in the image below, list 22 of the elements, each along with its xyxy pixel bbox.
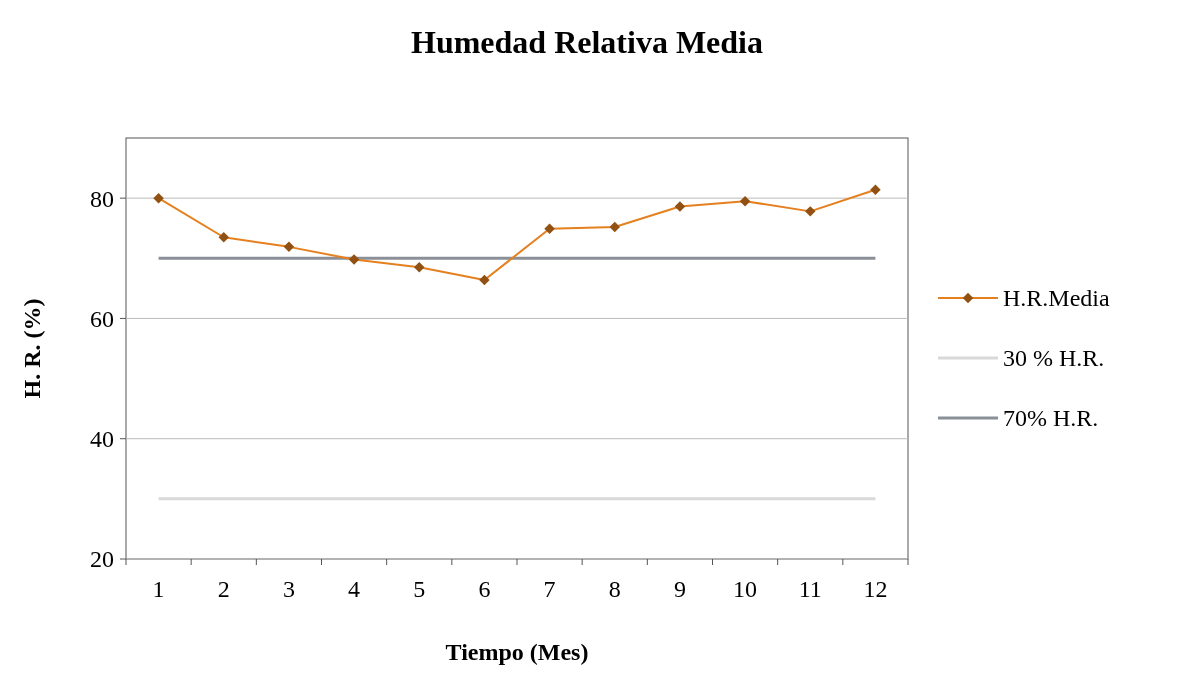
x-tick-label: 6 [478,576,491,602]
x-tick-label: 10 [733,576,758,602]
legend-label: 70% H.R. [1003,405,1099,432]
x-tick-label: 12 [863,576,888,602]
x-tick-label: 11 [798,576,822,602]
x-tick-label: 7 [543,576,556,602]
y-tick-label: 40 [90,426,114,453]
chart-title: Humedad Relativa Media [411,24,763,60]
x-axis-title: Tiempo (Mes) [445,639,589,665]
x-tick-label: 2 [217,576,230,602]
x-tick-label: 9 [673,576,686,602]
x-tick-label: 1 [152,576,165,602]
x-tick-label: 3 [282,576,295,602]
legend-label: 30 % H.R. [1003,345,1105,372]
x-tick-label: 5 [413,576,426,602]
x-tick-label: 8 [608,576,621,602]
x-tick-label: 4 [348,576,361,602]
legend-label: H.R.Media [1003,285,1110,312]
y-axis-title: H. R. (%) [19,298,45,399]
y-tick-label: 20 [90,546,114,573]
y-tick-label: 60 [90,305,114,332]
y-tick-label: 80 [90,185,114,212]
